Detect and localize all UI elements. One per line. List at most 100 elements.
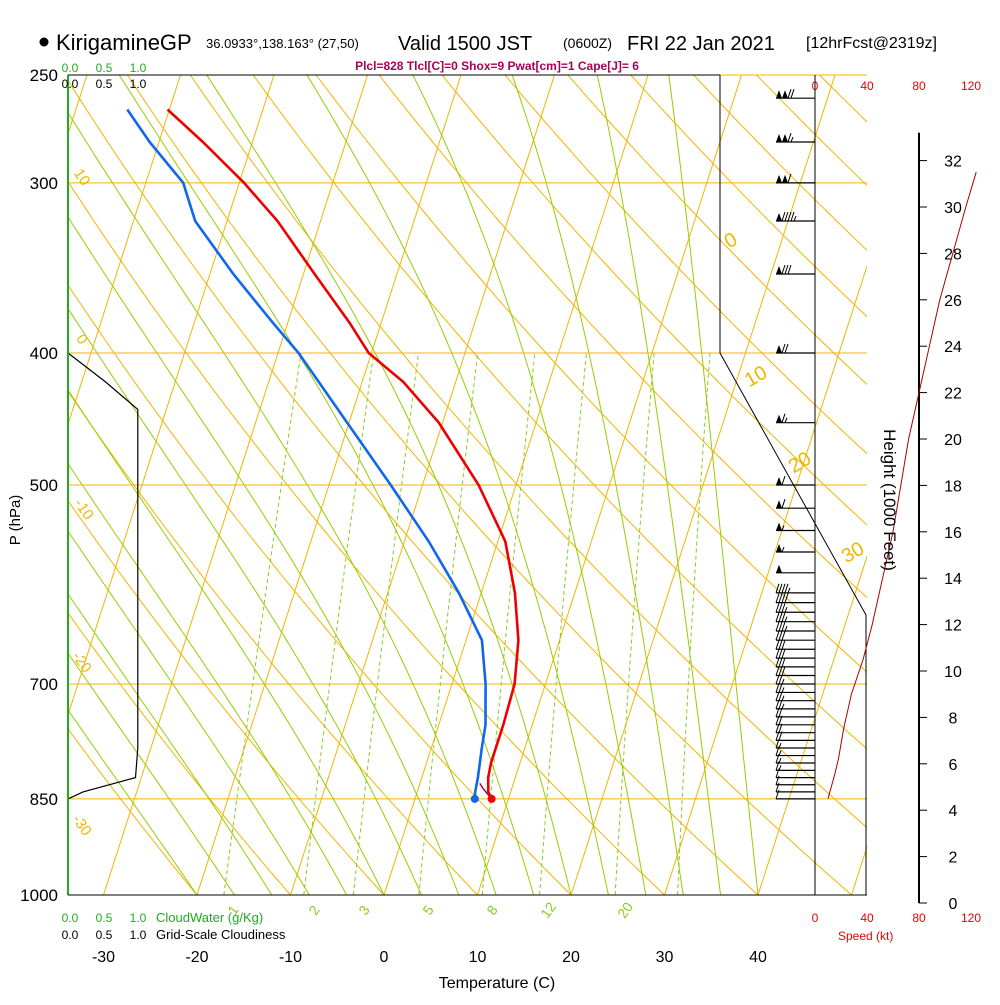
mixing-ratio-label: 5 [419,902,437,918]
temperature-tick-label: 40 [749,949,767,966]
station-coords: 36.0933°,138.163° (27,50) [206,36,359,51]
wind-barb-pennant [776,523,782,531]
speed-tick-bottom: 0 [812,911,819,925]
dry-adiabat-label: 0 [72,331,91,348]
wind-barb-full-flag [788,212,791,221]
wind-barb-pennant [776,500,782,508]
wind-barb [776,584,815,593]
temperature-tick-label: 30 [656,949,674,966]
wind-barb-half-flag [782,679,784,684]
cloud-water-tick-bottom: 0.0 [62,911,79,925]
wind-barb-pennant [776,477,782,485]
wind-barb-full-flag [779,631,782,640]
cloudiness-tick-bottom: 0.5 [96,928,113,942]
wind-barb-half-flag [779,743,781,748]
speed-legend: Speed (kt) [838,929,893,943]
wind-barb-full-flag [788,89,791,98]
height-tick-label: 16 [944,525,962,542]
station-name: KirigamineGP [56,30,192,55]
wind-barb-full-flag [779,675,782,684]
wind-barb-full-flag [776,649,779,658]
wind-barb-full-flag [788,174,791,183]
dry-adiabat-line [882,75,1000,895]
dry-adiabat-label: -20 [69,649,95,677]
wind-barb-half-flag [785,626,787,631]
wind-barb-half-flag [785,617,787,622]
height-tick-label: 8 [949,710,958,727]
moist-adiabat-label: 30 [838,538,868,568]
wind-barb-full-flag [776,658,779,667]
height-tick-label: 10 [944,664,962,681]
height-axis-title: Height (1000 Feet) [880,429,899,571]
temperature-tick-label: 20 [562,949,580,966]
mixing-ratio-line [224,353,301,895]
height-tick-label: 26 [944,293,962,310]
wind-barb [776,631,815,640]
wind-barb-pennant [782,90,788,98]
title-bullet-icon [40,38,49,47]
speed-tick-bottom: 120 [961,911,981,925]
wind-barb [776,565,815,573]
cloudiness-legend: Grid-Scale Cloudiness [156,927,286,942]
wind-barb-full-flag [776,683,779,692]
wind-barb-full-flag [776,613,779,622]
wind-barb-half-flag [779,758,781,763]
wind-barb-full-flag [782,649,785,658]
wind-barb-full-flag [785,344,788,353]
valid-date: FRI 22 Jan 2021 [627,33,775,55]
height-tick-label: 22 [944,386,962,403]
wind-barb-pennant [776,134,782,142]
wind-barb [776,683,815,692]
height-tick-label: 2 [949,850,958,867]
temperature-tick-label: -10 [279,949,302,966]
moist-adiabat-label: 10 [741,362,771,392]
wind-barb-half-flag [782,547,784,552]
wind-barb-full-flag [782,414,785,423]
wind-barb [776,622,815,631]
wind-barb-pennant [776,175,782,183]
pressure-tick-label: 1000 [20,886,58,905]
surface-dewpoint-point [471,795,479,803]
x-axis-title: Temperature (C) [439,975,555,992]
cloud-water-tick-top: 0.0 [62,61,79,75]
wind-barb-full-flag [779,594,782,603]
wind-barb-pennant [776,90,782,98]
wind-barb-pennant [782,175,788,183]
height-tick-label: 18 [944,478,962,495]
wind-barb-half-flag [785,607,787,612]
wind-barb-pennant [776,266,782,274]
wind-barb-full-flag [779,584,782,593]
temperature-tick-label: -20 [185,949,208,966]
height-tick-label: 30 [944,200,962,217]
wind-barb-full-flag [779,603,782,612]
wind-barb [776,790,815,799]
wind-barb-full-flag [776,622,779,631]
cloudiness-line [68,353,138,799]
wind-barb-full-flag [788,265,791,274]
speed-tick-top: 40 [860,79,874,93]
wind-barb [776,344,815,353]
wind-barb-full-flag [785,594,788,603]
forecast-label: [12hrFcst@2319z] [806,35,937,52]
speed-tick-top: 120 [961,79,981,93]
mixing-ratio-line [678,353,710,895]
height-tick-label: 4 [949,803,958,820]
wind-barb-full-flag [779,649,782,658]
wind-barb-full-flag [782,613,785,622]
height-tick-label: 20 [944,432,962,449]
wind-barb-full-flag [785,265,788,274]
valid-time: Valid 1500 JST [398,33,532,55]
mixing-ratio-label: 12 [537,899,559,921]
surface-temperature-point [488,795,496,803]
wind-barb-full-flag [776,594,779,603]
wind-barb-full-flag [782,640,785,649]
wind-barb [776,675,815,684]
wind-barb-half-flag [794,216,796,221]
wind-barb-full-flag [782,631,785,640]
wind-barb-full-flag [776,640,779,649]
wind-barb [776,212,815,221]
wind-barb [776,174,815,183]
cloudiness-tick-bottom: 0.0 [62,928,79,942]
